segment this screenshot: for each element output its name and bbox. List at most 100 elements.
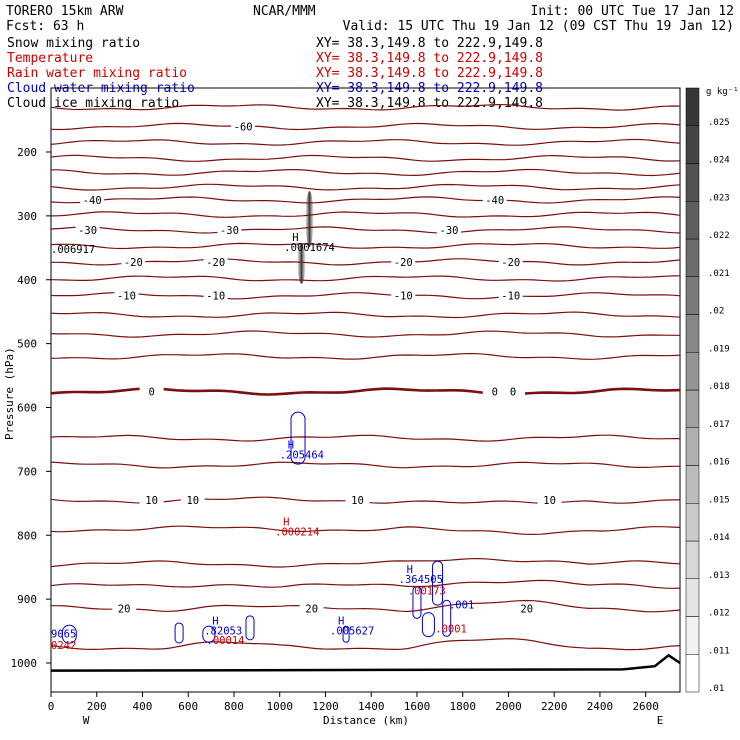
- colorbar-swatch: [685, 578, 700, 617]
- cloud-water-cell: [442, 599, 452, 637]
- maximum-value-label: .006917: [51, 244, 95, 256]
- isotherm-label-bg: [180, 495, 205, 507]
- maximum-h-marker: H: [288, 440, 294, 452]
- y-tick-label: 300: [17, 210, 37, 223]
- colorbar-tick-label: .021: [708, 269, 730, 279]
- isotherm-label-bg: [80, 194, 105, 206]
- isotherm-label-bg: [299, 603, 324, 615]
- colorbar-swatch: [685, 163, 700, 202]
- colorbar-unit: g kg⁻¹: [706, 87, 739, 97]
- distance-axis: 0 200 400 600 800 1000 1200 1400 1600 1800 2000 220…: [48, 692, 659, 713]
- west-end-label: W: [83, 714, 90, 727]
- x-tick-label: 1400: [358, 700, 385, 713]
- field-maxima-labels: H.0001674.006917H.205464H.364505.001H.82…: [51, 232, 474, 652]
- isotherm-label-bg: [537, 495, 562, 507]
- isotherm-label: 0: [148, 387, 154, 399]
- maximum-value-label: 0242: [51, 640, 76, 652]
- isotherm-label-bg: [112, 603, 137, 615]
- y-axis-label: Pressure (hPa): [3, 347, 16, 440]
- snow-plume-upper: [305, 191, 314, 248]
- cloud-water-cell: [421, 612, 435, 638]
- field-legend: Snow mixing ratio XY= 38.3,149.8 to 222.9…: [7, 36, 543, 111]
- isotherm-label: 20: [118, 604, 131, 616]
- y-tick-label: 600: [17, 402, 37, 415]
- model-title: TORERO 15km ARW: [6, 4, 124, 19]
- isotherm-label: -10: [394, 291, 413, 303]
- x-tick-label: 2400: [587, 700, 614, 713]
- isotherm-label: 10: [543, 495, 556, 507]
- maximum-value-label: 9065: [51, 628, 76, 640]
- x-tick-label: 0: [48, 700, 55, 713]
- maximum-h-marker: H: [283, 516, 289, 528]
- colorbar-tick-label: .013: [708, 571, 730, 581]
- maximum-value-label: .0001: [435, 623, 467, 635]
- isotherm-label: 0: [492, 387, 498, 399]
- isotherm-label: -10: [206, 291, 225, 303]
- isotherm-line: [50, 557, 681, 568]
- legend-field-name: Snow mixing ratio: [7, 36, 140, 51]
- cloud-water-cell: [245, 615, 255, 641]
- isotherm-label-bg: [391, 256, 416, 268]
- colorbar-tick-label: .011: [708, 646, 730, 656]
- isotherm-label-bg: [114, 290, 139, 302]
- cloud-water-cell: [342, 625, 350, 643]
- isotherm-label: -20: [501, 257, 520, 269]
- colorbar-swatch: [685, 352, 700, 391]
- y-tick-label: 1000: [11, 657, 38, 670]
- colorbar: .01 .011 .012 .013 .014 .015 .016 .017 .018 .019.…: [685, 87, 730, 694]
- forecast-hour: Fcst: 63 h: [6, 19, 84, 34]
- isotherm-line: [50, 242, 681, 250]
- colorbar-swatch: [685, 238, 700, 277]
- temperature-contours: -60 -40 -40 -30 -30 -30 -20 -20 -20 -20 -10 -10 -10 -…: [50, 103, 681, 651]
- isotherm-line: [50, 638, 681, 651]
- colorbar-tick-label: .022: [708, 231, 730, 241]
- y-tick-label: 800: [17, 529, 37, 542]
- y-tick-label: 700: [17, 465, 37, 478]
- isotherm-label: -20: [124, 257, 143, 269]
- x-axis-label: Distance (km): [323, 714, 409, 727]
- colorbar-tick-label: .018: [708, 382, 730, 392]
- isotherm-label: 10: [186, 495, 199, 507]
- colorbar-tick-label: .016: [708, 458, 730, 468]
- cloud-water-cell: [174, 622, 184, 644]
- isotherm-line: [50, 525, 681, 536]
- pressure-axis: 200 300 400 500 600 700 800 900 1000: [11, 146, 51, 670]
- isotherm-line: [51, 168, 681, 177]
- cloud-water-cell: [412, 585, 422, 619]
- colorbar-swatch: [685, 276, 700, 315]
- isotherm-label-bg: [482, 194, 507, 206]
- colorbar-tick-label: .012: [708, 609, 730, 619]
- maximum-value-label: .82053: [204, 625, 242, 637]
- isotherm-label: -10: [501, 291, 520, 303]
- isotherm-label-bg: [121, 256, 146, 268]
- isotherm-label: -10: [117, 291, 136, 303]
- center-label: NCAR/MMM: [253, 4, 316, 19]
- snow-shading: [297, 191, 314, 284]
- maximum-value-label: .205464: [280, 450, 324, 462]
- plot-frame: [50, 87, 681, 693]
- maximum-value-label: .00014: [207, 635, 245, 647]
- legend-field-name: Cloud ice mixing ratio: [7, 96, 179, 111]
- isotherm-label-bg: [139, 386, 164, 398]
- y-tick-label: 200: [17, 146, 37, 159]
- isotherm-label: -40: [83, 195, 102, 207]
- maximum-value-label: .0001674: [284, 242, 335, 254]
- legend-section-xy: XY= 38.3,149.8 to 222.9,149.8: [316, 66, 543, 81]
- isotherm-label: -30: [78, 225, 97, 237]
- isotherm-line: [50, 103, 681, 111]
- colorbar-tick-label: .015: [708, 495, 730, 505]
- isotherm-line: [51, 258, 681, 266]
- isotherm-label-bg: [436, 224, 461, 236]
- x-tick-label: 400: [133, 700, 153, 713]
- colorbar-swatch: [685, 427, 700, 466]
- isotherm-line: [50, 275, 681, 282]
- x-tick-label: 800: [224, 700, 244, 713]
- x-tick-label: 1200: [312, 700, 339, 713]
- colorbar-swatch: [685, 503, 700, 542]
- isotherm-line: [50, 196, 681, 204]
- isotherm-label: 10: [145, 495, 158, 507]
- cloud-water-cell: [290, 411, 306, 465]
- colorbar-swatch: [685, 314, 700, 353]
- isotherm-line: [50, 434, 680, 442]
